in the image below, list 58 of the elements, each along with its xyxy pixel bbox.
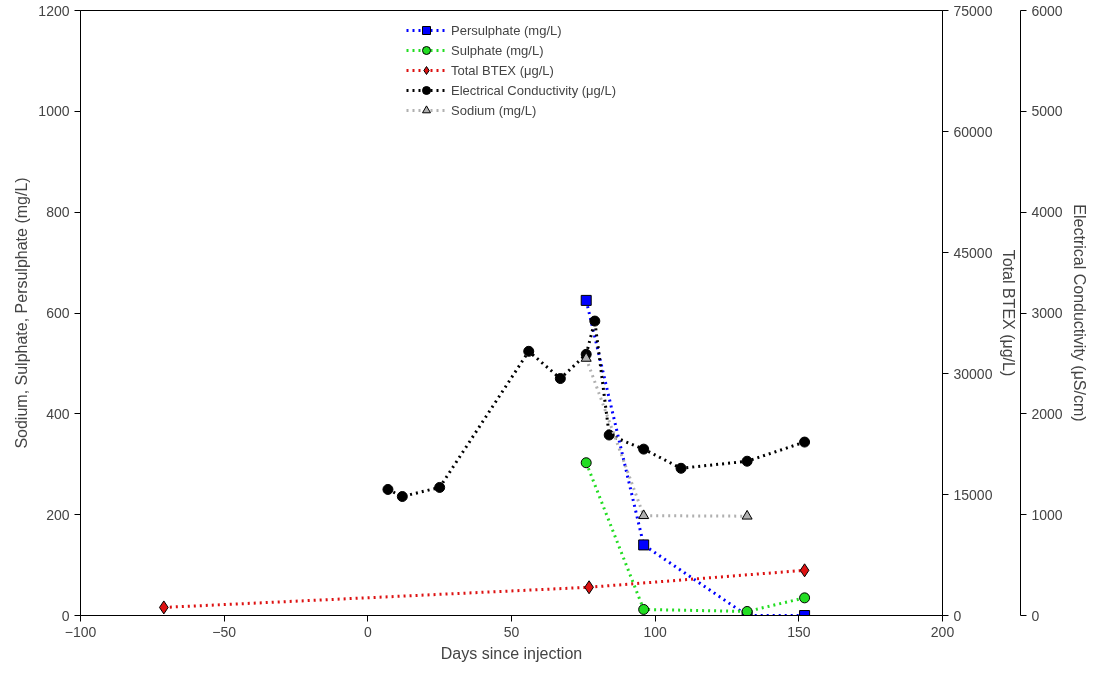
point xyxy=(638,539,650,551)
x-tick-label: 150 xyxy=(787,623,811,640)
point xyxy=(603,429,615,441)
point xyxy=(382,483,394,495)
y2-tick-label: 75000 xyxy=(953,2,993,19)
y3-tick-label: 4000 xyxy=(1031,204,1063,221)
point xyxy=(396,491,408,503)
y-tick-label: 400 xyxy=(46,405,70,422)
x-axis-title: Days since injection xyxy=(440,644,583,662)
x-tick-label: 100 xyxy=(643,623,668,640)
y-tick-label: 1000 xyxy=(38,103,70,120)
point xyxy=(799,592,811,604)
y-tick-label: 800 xyxy=(46,204,70,221)
x-tick-label: −50 xyxy=(212,623,237,640)
y-tick-label: 200 xyxy=(46,506,70,523)
point xyxy=(434,481,446,493)
point xyxy=(580,294,592,306)
y3-tick-label: 3000 xyxy=(1031,305,1063,321)
point xyxy=(158,600,169,615)
legend-label: Total BTEX (μg/L) xyxy=(451,62,554,78)
y2-tick-label: 30000 xyxy=(953,365,993,382)
y3-tick-label: 0 xyxy=(1031,607,1040,624)
y3-tick-label: 2000 xyxy=(1031,405,1063,422)
legend-label: Electrical Conductivity (μg/L) xyxy=(451,82,616,98)
point xyxy=(741,509,753,520)
x-tick-label: 50 xyxy=(503,623,520,640)
point xyxy=(580,352,592,362)
x-tick-label: −100 xyxy=(64,623,97,640)
legend-label: Sodium (mg/L) xyxy=(451,102,537,118)
point xyxy=(638,443,650,455)
y-axis-title: Sodium, Sulphate, Persulphate (mg/L) xyxy=(13,177,31,449)
y2-tick-label: 60000 xyxy=(953,123,993,140)
point xyxy=(523,345,535,357)
point xyxy=(638,509,650,520)
point xyxy=(638,603,650,615)
legend-label: Persulphate (mg/L) xyxy=(451,22,562,38)
y3-tick-label: 5000 xyxy=(1031,103,1063,120)
legend-label: Sulphate (mg/L) xyxy=(451,42,544,58)
y3-tick-label: 1000 xyxy=(1031,506,1063,523)
y-tick-label: 0 xyxy=(61,607,70,624)
y2-tick-label: 45000 xyxy=(953,244,993,261)
y3-tick-label: 6000 xyxy=(1031,2,1063,19)
point xyxy=(580,457,592,469)
y2-axis-title: Total BTEX (μg/L) xyxy=(1000,249,1018,377)
point xyxy=(741,605,753,616)
point xyxy=(799,436,811,448)
point xyxy=(675,462,687,474)
y2-tick-label: 15000 xyxy=(953,486,993,503)
point xyxy=(589,315,601,327)
y3-axis-title: Electrical Conductivity (μS/cm) xyxy=(1070,204,1088,422)
y2-tick-label: 0 xyxy=(953,607,962,624)
y-tick-label: 600 xyxy=(46,305,70,321)
point xyxy=(741,455,753,467)
point xyxy=(799,563,810,578)
x-tick-label: 0 xyxy=(363,623,372,640)
x-tick-label: 200 xyxy=(930,623,955,640)
y-tick-label: 1200 xyxy=(38,2,70,19)
point xyxy=(554,373,566,385)
